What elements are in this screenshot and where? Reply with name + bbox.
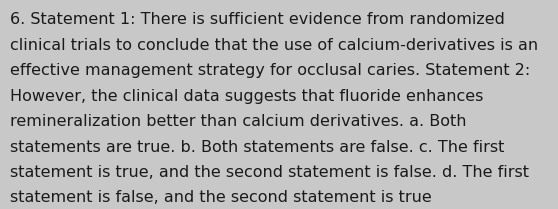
Text: statement is true, and the second statement is false. d. The first: statement is true, and the second statem…: [10, 165, 529, 180]
Text: statement is false, and the second statement is true: statement is false, and the second state…: [10, 190, 432, 205]
Text: effective management strategy for occlusal caries. Statement 2:: effective management strategy for occlus…: [10, 63, 530, 78]
Text: statements are true. b. Both statements are false. c. The first: statements are true. b. Both statements …: [10, 139, 504, 154]
Text: However, the clinical data suggests that fluoride enhances: However, the clinical data suggests that…: [10, 88, 483, 103]
Text: remineralization better than calcium derivatives. a. Both: remineralization better than calcium der…: [10, 114, 466, 129]
Text: clinical trials to conclude that the use of calcium-derivatives is an: clinical trials to conclude that the use…: [10, 37, 538, 52]
Text: 6. Statement 1: There is sufficient evidence from randomized: 6. Statement 1: There is sufficient evid…: [10, 12, 505, 27]
